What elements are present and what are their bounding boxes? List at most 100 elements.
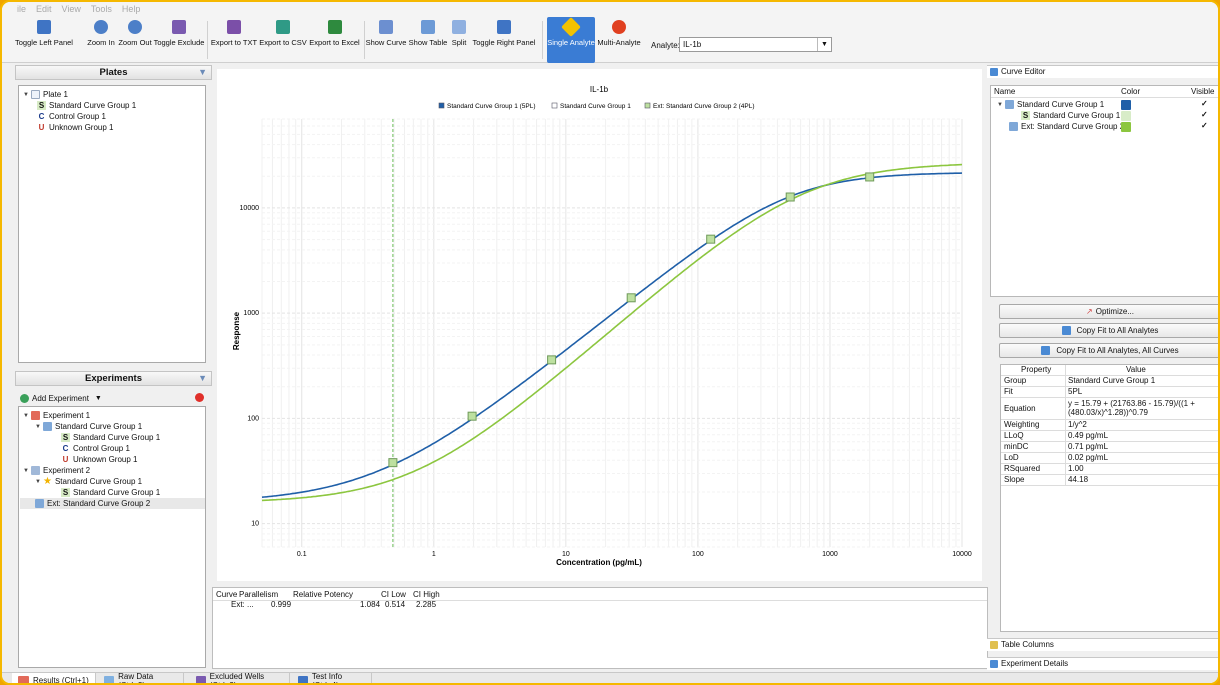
menu-file[interactable]: ile <box>17 4 27 14</box>
tree-item-experiment-1[interactable]: ▼ Experiment 1 <box>23 411 91 420</box>
curve-group-icon <box>1009 122 1018 131</box>
multi-analyte-button[interactable]: Multi-Analyte <box>597 17 641 63</box>
analyte-label: Analyte: <box>651 41 680 50</box>
legend-label: Standard Curve Group 1 <box>560 103 631 110</box>
zoom-out-button[interactable]: Zoom Out <box>117 17 153 63</box>
col-relative-potency[interactable]: Relative Potency <box>293 590 354 599</box>
tree-item-experiment-2[interactable]: ▼ Experiment 2 <box>23 466 91 475</box>
table-columns-tab[interactable]: Table Columns <box>987 638 1218 651</box>
standard-curve-chart[interactable]: IL-1b Standard Curve Group 1 (5PL) Standa… <box>217 69 982 581</box>
toggle-exclude-button[interactable]: Toggle Exclude <box>154 17 204 63</box>
prop-row[interactable]: Equation y = 15.79 + (21763.86 - 15.79)/(… <box>1001 398 1218 420</box>
visible-checkbox[interactable]: ✓ <box>1201 110 1208 119</box>
split-button[interactable]: Split <box>449 17 469 63</box>
tree-item-standard[interactable]: S Standard Curve Group 1 <box>37 101 137 110</box>
prop-row[interactable]: RSquared 1.00 <box>1001 464 1218 475</box>
exclude-icon <box>172 20 186 34</box>
curve-row-ext-group-2[interactable]: Ext: Standard Curve Group 2 <box>1009 121 1124 132</box>
prop-row[interactable]: Slope 44.18 <box>1001 475 1218 486</box>
tab-results[interactable]: Results (Ctrl+1) <box>12 673 96 683</box>
zoom-in-button[interactable]: Zoom In <box>86 17 116 63</box>
split-icon <box>452 20 466 34</box>
single-analyte-button[interactable]: Single Analyte <box>547 17 595 63</box>
standard-icon: S <box>37 101 46 110</box>
remove-experiment-icon[interactable] <box>195 393 204 402</box>
col-curve[interactable]: Curve <box>216 590 238 599</box>
grid-icon <box>104 675 115 683</box>
plates-tree: ▼ Plate 1 S Standard Curve Group 1 C Contro… <box>18 85 206 363</box>
menu-view[interactable]: View <box>61 4 81 14</box>
export-excel-button[interactable]: Export to Excel <box>308 17 361 63</box>
toggle-left-panel-button[interactable]: Toggle Left Panel <box>6 17 82 63</box>
tree-item-control[interactable]: C Control Group 1 <box>38 112 106 121</box>
tab-test-info[interactable]: Test Info (Ctrl+4) <box>292 672 372 683</box>
collapse-icon[interactable]: ▼ <box>198 67 207 77</box>
export-csv-button[interactable]: Export to CSV <box>259 17 307 63</box>
tab-excluded-wells[interactable]: Excluded Wells (Ctrl+3) <box>190 672 290 683</box>
tree-item-standard[interactable]: S Standard Curve Group 1 <box>61 488 161 497</box>
prop-row[interactable]: Group Standard Curve Group 1 <box>1001 376 1218 387</box>
curve-row-group-1[interactable]: ▼ Standard Curve Group 1 <box>997 100 1105 109</box>
optimize-button[interactable]: ↗ Optimize... <box>999 304 1218 319</box>
legend-swatch <box>438 102 445 109</box>
tree-item-ext-curve-group[interactable]: Ext: Standard Curve Group 2 <box>20 498 205 509</box>
tree-item-curve-group[interactable]: ▼ Standard Curve Group 1 <box>35 422 143 431</box>
standard-icon: S <box>61 433 70 442</box>
show-curve-button[interactable]: Show Curve <box>366 17 406 63</box>
export-txt-button[interactable]: Export to TXT <box>210 17 258 63</box>
curve-line <box>261 163 963 502</box>
col-ci-low[interactable]: CI Low <box>381 590 406 599</box>
cell-parallelism: 0.999 <box>271 600 292 609</box>
wand-icon: ↗ <box>1086 307 1093 316</box>
data-point <box>547 355 557 365</box>
add-experiment-button[interactable]: Add Experiment ▼ <box>20 393 102 404</box>
curve-group-icon <box>35 499 44 508</box>
chart-legend: Standard Curve Group 1 (5PL) Standard Cur… <box>438 102 755 110</box>
tree-item-plate[interactable]: ▼ Plate 1 <box>23 90 68 99</box>
y-axis-label: Response <box>232 311 241 350</box>
prop-row[interactable]: LLoQ 0.49 pg/mL <box>1001 431 1218 442</box>
tree-item-unknown[interactable]: U Unknown Group 1 <box>38 123 114 132</box>
col-ci-high[interactable]: CI High <box>413 590 440 599</box>
copy-fit-all-analytes-button[interactable]: Copy Fit to All Analytes <box>999 323 1218 338</box>
tree-item-standard[interactable]: S Standard Curve Group 1 <box>61 433 161 442</box>
prop-row[interactable]: Fit 5PL <box>1001 387 1218 398</box>
menu-edit[interactable]: Edit <box>36 4 52 14</box>
show-table-button[interactable]: Show Table <box>408 17 448 63</box>
excel-icon <box>327 20 342 34</box>
copy-fit-all-curves-button[interactable]: Copy Fit to All Analytes, All Curves <box>999 343 1218 358</box>
color-swatch[interactable] <box>1121 100 1131 110</box>
plate-icon <box>31 90 40 99</box>
data-point <box>626 293 636 303</box>
col-parallelism[interactable]: Parallelism <box>239 590 279 599</box>
cell-relative-potency: 1.084 <box>360 600 381 609</box>
curve-editor-icon <box>990 68 998 76</box>
flask-icon <box>18 675 29 683</box>
properties-table: Property Value Group Standard Curve Group … <box>1000 364 1218 632</box>
menu-tools[interactable]: Tools <box>90 4 112 14</box>
tree-item-control[interactable]: C Control Group 1 <box>62 444 130 453</box>
visible-checkbox[interactable]: ✓ <box>1201 99 1208 108</box>
prop-row[interactable]: Weighting 1/y^2 <box>1001 420 1218 431</box>
unknown-icon: U <box>62 455 69 464</box>
experiment-details-tab[interactable]: Experiment Details <box>987 657 1218 670</box>
toggle-right-panel-button[interactable]: Toggle Right Panel <box>472 17 536 63</box>
tree-item-curve-group-starred[interactable]: ▼ ★ Standard Curve Group 1 <box>35 476 143 487</box>
collapse-icon[interactable]: ▼ <box>198 373 207 383</box>
prop-row[interactable]: minDC 0.71 pg/mL <box>1001 442 1218 453</box>
color-swatch[interactable] <box>1121 122 1131 132</box>
panel-left-icon <box>37 20 51 34</box>
tab-raw-data[interactable]: Raw Data (Ctrl+2) <box>98 672 184 683</box>
menu-help[interactable]: Help <box>121 4 141 14</box>
analyte-select[interactable]: IL-1b ▼ <box>679 37 832 52</box>
standard-icon: S <box>1021 111 1030 120</box>
prop-row[interactable]: LoD 0.02 pg/mL <box>1001 453 1218 464</box>
y-tick-label: 10000 <box>240 205 260 212</box>
color-swatch[interactable] <box>1121 111 1131 121</box>
curve-row-standard[interactable]: S Standard Curve Group 1 <box>1021 111 1121 120</box>
menu-bar: ile Edit View Tools Help <box>2 2 1218 17</box>
tree-item-unknown[interactable]: U Unknown Group 1 <box>62 455 138 464</box>
visible-checkbox[interactable]: ✓ <box>1201 121 1208 130</box>
curve-editor-tab[interactable]: Curve Editor <box>987 65 1218 78</box>
